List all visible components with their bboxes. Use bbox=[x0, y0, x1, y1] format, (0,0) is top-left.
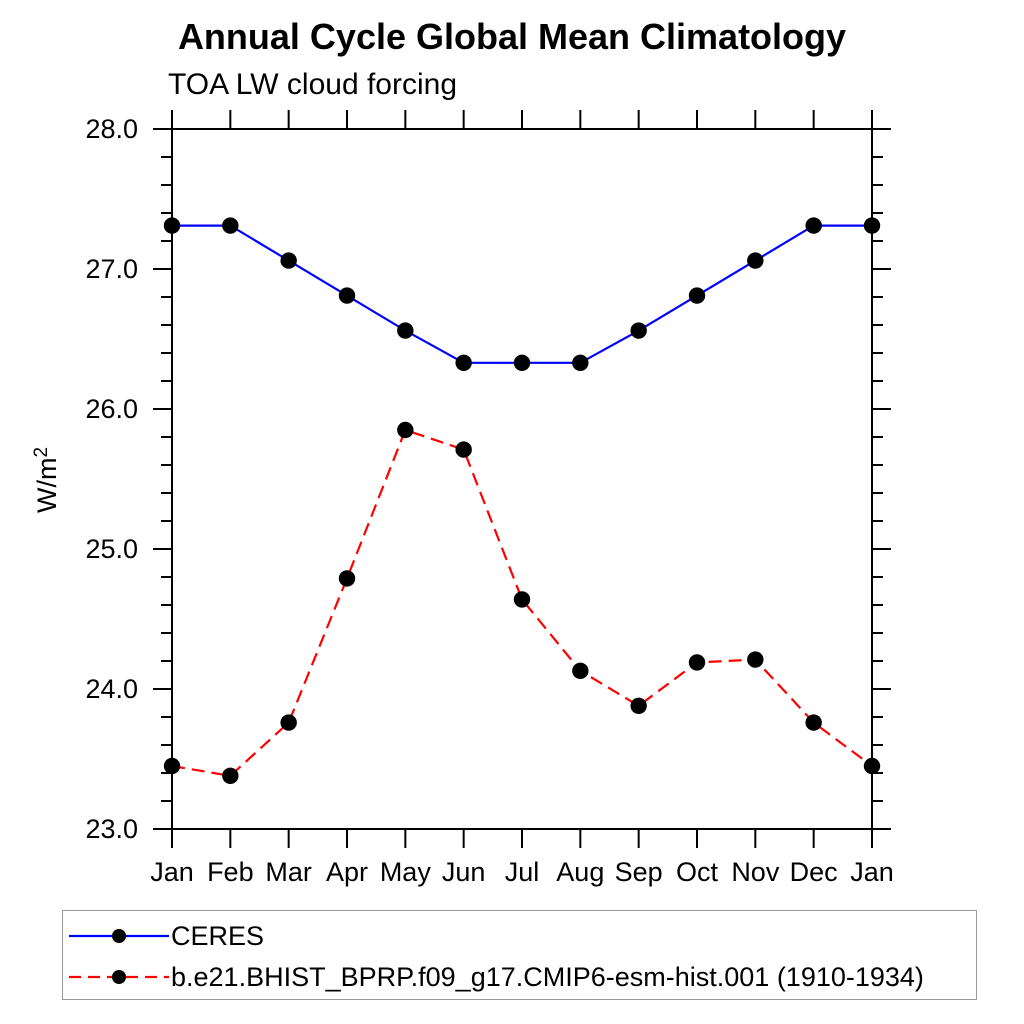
data-point bbox=[163, 757, 181, 775]
data-point bbox=[805, 217, 822, 234]
data-point bbox=[513, 591, 531, 608]
legend-dashed-line-sample bbox=[69, 970, 169, 984]
x-tick-label: Feb bbox=[207, 857, 254, 887]
chart-subtitle: TOA LW cloud forcing bbox=[168, 68, 458, 101]
data-point bbox=[863, 757, 881, 775]
data-point bbox=[747, 252, 764, 269]
y-tick-label: 25.0 bbox=[85, 534, 138, 564]
x-tick-label: Sep bbox=[615, 857, 663, 887]
y-tick-label: 28.0 bbox=[85, 114, 138, 144]
y-tick-label: 24.0 bbox=[85, 674, 138, 704]
data-point bbox=[280, 252, 297, 269]
x-tick-label: Oct bbox=[676, 857, 719, 887]
data-point bbox=[397, 421, 414, 439]
y-axis-label: W/m2 bbox=[31, 447, 62, 513]
series-line-0 bbox=[172, 224, 872, 364]
legend-marker bbox=[112, 929, 126, 943]
data-point bbox=[688, 287, 706, 304]
x-tick-label: Mar bbox=[265, 857, 312, 887]
legend-item-ceres: CERES bbox=[67, 920, 265, 951]
data-point bbox=[280, 714, 297, 731]
data-point bbox=[338, 287, 356, 304]
x-tick-label: Aug bbox=[556, 857, 604, 887]
data-point bbox=[630, 697, 647, 714]
data-point bbox=[338, 570, 356, 587]
legend-box: CERES b.e21.BHIST_BPRP.f09_g17.CMIP6-esm… bbox=[62, 910, 977, 1000]
x-tick-label: Dec bbox=[790, 857, 838, 887]
plot-canvas: 23.0 24.0 25.0 26.0 27.0 28.0 Jan Feb Mar Apr May J… bbox=[31, 110, 894, 887]
legend-label-ceres: CERES bbox=[171, 920, 265, 951]
y-tick-label: 23.0 bbox=[85, 814, 138, 844]
legend-solid-line-sample bbox=[69, 929, 169, 943]
data-point bbox=[455, 441, 472, 458]
data-point bbox=[863, 217, 881, 234]
data-point bbox=[397, 322, 414, 339]
legend-label-model: b.e21.BHIST_BPRP.f09_g17.CMIP6-esm-hist.… bbox=[171, 961, 924, 992]
y-tick-label: 27.0 bbox=[85, 254, 138, 284]
data-point bbox=[222, 767, 239, 784]
x-tick-label: Jul bbox=[505, 857, 540, 887]
data-point bbox=[688, 654, 706, 671]
data-point bbox=[222, 217, 239, 234]
y-tick-label: 26.0 bbox=[85, 394, 138, 424]
data-point bbox=[572, 354, 589, 371]
data-point bbox=[747, 651, 764, 668]
x-tick-label: May bbox=[380, 857, 432, 887]
x-tick-label: Apr bbox=[326, 857, 368, 887]
data-point bbox=[455, 354, 472, 371]
data-point bbox=[630, 322, 647, 339]
x-tick-label: Jan bbox=[850, 857, 894, 887]
x-tick-label: Nov bbox=[731, 857, 780, 887]
data-point bbox=[805, 714, 822, 731]
data-point bbox=[163, 217, 181, 234]
chart-title: Annual Cycle Global Mean Climatology bbox=[177, 16, 847, 57]
data-point bbox=[513, 354, 531, 371]
x-tick-label: Jan bbox=[150, 857, 194, 887]
legend-marker bbox=[112, 970, 126, 984]
legend-item-model: b.e21.BHIST_BPRP.f09_g17.CMIP6-esm-hist.… bbox=[67, 961, 924, 992]
data-point bbox=[572, 662, 589, 679]
x-tick-label: Jun bbox=[442, 857, 486, 887]
